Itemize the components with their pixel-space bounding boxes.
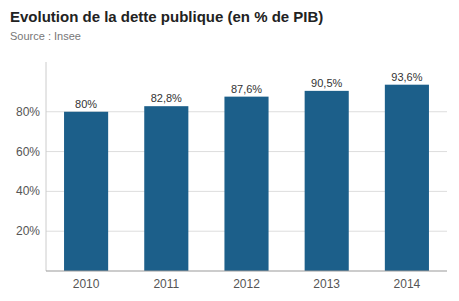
- x-tick-label: 2014: [394, 277, 421, 291]
- data-label: 80%: [75, 98, 97, 110]
- x-axis: 2010 2011 2012 2013 2014: [46, 271, 447, 291]
- data-label: 82,8%: [151, 92, 182, 104]
- data-labels: 80% 82,8% 87,6% 90,5% 93,6%: [75, 71, 423, 110]
- x-tick-label: 2013: [313, 277, 340, 291]
- bar: [224, 97, 268, 271]
- chart-container: Evolution de la dette publique (en % de …: [0, 0, 459, 301]
- title: Evolution de la dette publique (en % de …: [10, 8, 323, 25]
- data-label: 93,6%: [391, 71, 422, 83]
- bar: [64, 112, 108, 271]
- x-tick-label: 2012: [233, 277, 260, 291]
- data-label: 90,5%: [311, 77, 342, 89]
- x-axis-line: [46, 271, 447, 272]
- y-tick-label: 20%: [16, 224, 40, 238]
- bar: [385, 85, 429, 271]
- y-axis: 20% 40% 60% 80%: [16, 62, 46, 271]
- y-tick-label: 80%: [16, 105, 40, 119]
- y-tick-label: 60%: [16, 145, 40, 159]
- x-tick-label: 2010: [73, 277, 100, 291]
- y-tick-label: 40%: [16, 184, 40, 198]
- bar: [305, 91, 349, 271]
- bar: [144, 106, 188, 271]
- x-tick-label: 2011: [153, 277, 179, 291]
- subtitle: Source : Insee: [10, 30, 81, 42]
- y-axis-line: [46, 62, 47, 271]
- data-label: 87,6%: [231, 83, 262, 95]
- bars: [64, 85, 429, 271]
- chart-svg: Evolution de la dette publique (en % de …: [0, 0, 459, 301]
